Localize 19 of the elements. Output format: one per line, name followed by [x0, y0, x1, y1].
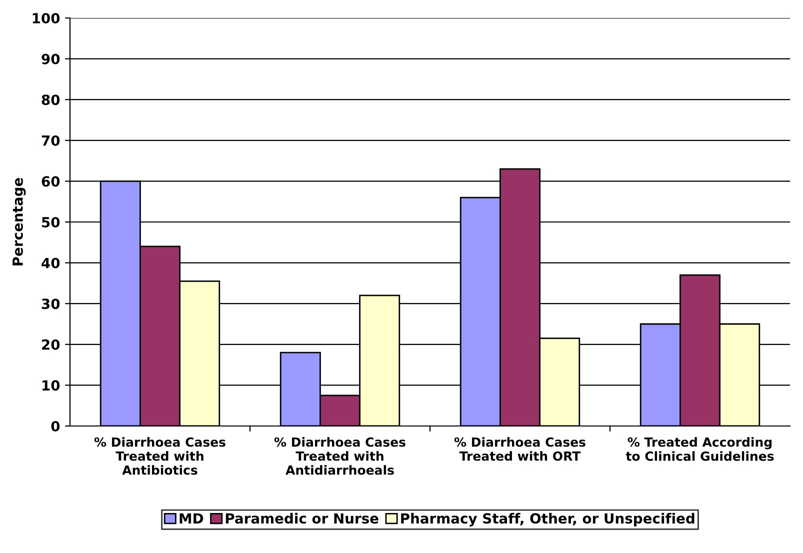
y-axis-title: Percentage — [12, 178, 26, 266]
y-tick-label: 90 — [42, 54, 60, 64]
x-tick-label: % Diarrhoea Cases Treated with Antidiarrhoeals — [274, 437, 406, 475]
x-tick-label: % Treated According to Clinical Guidelines — [626, 437, 774, 461]
y-tick-label: 100 — [32, 12, 60, 24]
legend-label: Paramedic or Nurse — [226, 512, 378, 524]
y-tick-label: 50 — [42, 216, 60, 228]
y-tick-label: 10 — [42, 380, 60, 391]
y-tick-label: 80 — [42, 94, 60, 106]
x-tick-label: % Diarrhoea Cases Treated with Antibiotics — [94, 437, 226, 475]
y-tick-label: 40 — [42, 258, 60, 268]
y-tick-label: 60 — [42, 176, 60, 187]
x-tick-label: % Diarrhoea Cases Treated with ORT — [454, 437, 586, 461]
legend-label: MD — [180, 513, 204, 524]
legend-label: Pharmacy Staff, Other, or Unspecified — [401, 512, 694, 526]
y-tick-label: 30 — [42, 298, 60, 310]
y-tick-label: 0 — [51, 420, 60, 432]
y-tick-label: 20 — [42, 339, 60, 350]
y-tick-label: 70 — [42, 135, 60, 146]
